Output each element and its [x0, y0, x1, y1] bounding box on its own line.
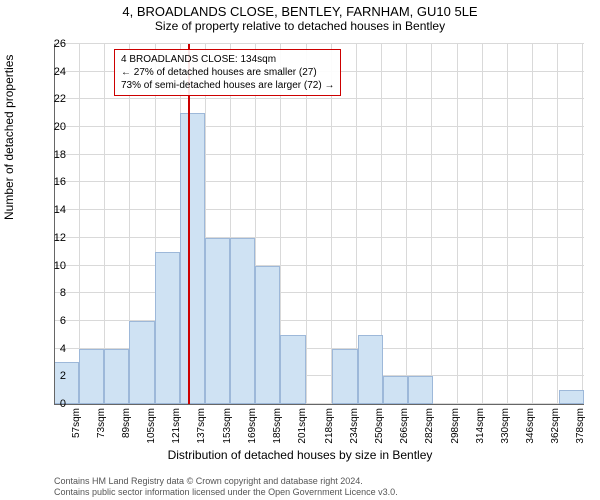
histogram-bar — [79, 349, 104, 404]
x-tick-label: 218sqm — [324, 408, 335, 444]
x-tick-label: 282sqm — [424, 408, 435, 444]
y-tick-label: 18 — [54, 149, 66, 161]
x-tick-label: 330sqm — [500, 408, 511, 444]
gridline-v — [532, 44, 533, 404]
histogram-bar — [280, 335, 305, 404]
x-axis-label: Distribution of detached houses by size … — [0, 448, 600, 462]
y-axis-label: Number of detached properties — [2, 55, 16, 220]
x-tick-label: 89sqm — [121, 408, 132, 438]
y-tick-label: 26 — [54, 38, 66, 50]
property-marker-line — [188, 44, 190, 404]
gridline-h — [54, 292, 584, 293]
x-tick-label: 137sqm — [196, 408, 207, 444]
gridline-v — [557, 44, 558, 404]
chart-container: 4, BROADLANDS CLOSE, BENTLEY, FARNHAM, G… — [0, 0, 600, 500]
y-tick-label: 8 — [60, 287, 66, 299]
y-tick-label: 2 — [60, 370, 66, 382]
chart-title: 4, BROADLANDS CLOSE, BENTLEY, FARNHAM, G… — [0, 0, 600, 19]
gridline-v — [457, 44, 458, 404]
footer-text: Contains HM Land Registry data © Crown c… — [54, 476, 398, 498]
histogram-bar — [205, 238, 230, 404]
y-tick-label: 24 — [54, 66, 66, 78]
plot-area: 57sqm73sqm89sqm105sqm121sqm137sqm153sqm1… — [54, 44, 584, 404]
annotation-line2: ← 27% of detached houses are smaller (27… — [121, 66, 334, 79]
histogram-bar — [155, 252, 180, 404]
histogram-bar — [255, 266, 280, 404]
x-tick-label: 314sqm — [475, 408, 486, 444]
gridline-v — [507, 44, 508, 404]
x-tick-label: 346sqm — [525, 408, 536, 444]
y-tick-label: 6 — [60, 315, 66, 327]
chart-subtitle: Size of property relative to detached ho… — [0, 19, 600, 33]
y-tick-label: 12 — [54, 232, 66, 244]
gridline-v — [431, 44, 432, 404]
gridline-v — [582, 44, 583, 404]
x-tick-label: 234sqm — [349, 408, 360, 444]
gridline-v — [306, 44, 307, 404]
histogram-bar — [129, 321, 154, 404]
x-tick-label: 73sqm — [96, 408, 107, 438]
x-tick-label: 105sqm — [146, 408, 157, 444]
y-tick-label: 16 — [54, 176, 66, 188]
histogram-bar — [180, 113, 205, 404]
x-tick-label: 298sqm — [450, 408, 461, 444]
histogram-bar — [230, 238, 255, 404]
annotation-line1: 4 BROADLANDS CLOSE: 134sqm — [121, 53, 334, 66]
gridline-h — [54, 43, 584, 44]
x-tick-label: 266sqm — [399, 408, 410, 444]
gridline-h — [54, 98, 584, 99]
footer-line1: Contains HM Land Registry data © Crown c… — [54, 476, 398, 487]
histogram-bar — [104, 349, 129, 404]
gridline-h — [54, 209, 584, 210]
histogram-bar — [408, 376, 433, 404]
footer-line2: Contains public sector information licen… — [54, 487, 398, 498]
histogram-bar — [332, 349, 357, 404]
y-tick-label: 20 — [54, 121, 66, 133]
gridline-v — [406, 44, 407, 404]
x-tick-label: 201sqm — [297, 408, 308, 444]
annotation-box: 4 BROADLANDS CLOSE: 134sqm ← 27% of deta… — [114, 49, 341, 96]
gridline-h — [54, 154, 584, 155]
gridline-h — [54, 181, 584, 182]
x-tick-label: 169sqm — [247, 408, 258, 444]
y-tick-label: 10 — [54, 260, 66, 272]
gridline-v — [482, 44, 483, 404]
y-tick-label: 14 — [54, 204, 66, 216]
histogram-bar — [54, 362, 79, 404]
annotation-line3: 73% of semi-detached houses are larger (… — [121, 79, 334, 92]
x-tick-label: 57sqm — [71, 408, 82, 438]
x-tick-label: 378sqm — [575, 408, 586, 444]
x-tick-label: 362sqm — [550, 408, 561, 444]
x-tick-label: 250sqm — [374, 408, 385, 444]
gridline-h — [54, 265, 584, 266]
x-tick-label: 153sqm — [222, 408, 233, 444]
x-tick-label: 121sqm — [171, 408, 182, 444]
x-axis-line — [54, 404, 584, 405]
x-tick-label: 185sqm — [272, 408, 283, 444]
y-tick-label: 4 — [60, 343, 66, 355]
gridline-h — [54, 126, 584, 127]
y-tick-label: 0 — [60, 398, 66, 410]
histogram-bar — [383, 376, 408, 404]
histogram-bar — [358, 335, 383, 404]
gridline-h — [54, 237, 584, 238]
histogram-bar — [559, 390, 584, 404]
y-tick-label: 22 — [54, 93, 66, 105]
